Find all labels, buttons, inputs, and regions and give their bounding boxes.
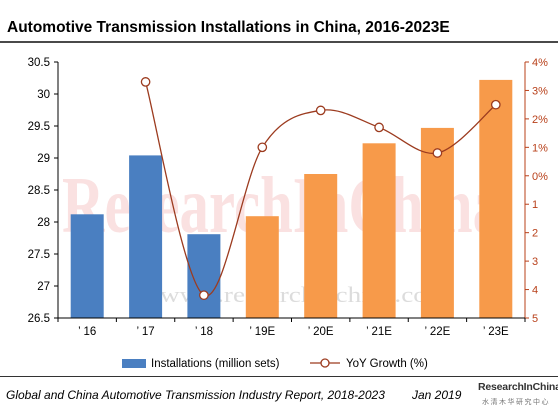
y-left-tick-label: 27 bbox=[37, 281, 50, 293]
growth-point bbox=[315, 105, 326, 116]
x-tick-label: ’ 21E bbox=[366, 326, 392, 338]
line-series bbox=[140, 77, 501, 301]
combo-chart: ResearchInChina www.researchinchina.com … bbox=[28, 57, 549, 370]
bar bbox=[362, 143, 396, 318]
y-left-tick-label: 26.5 bbox=[28, 313, 50, 325]
legend-label-installations: Installations (million sets) bbox=[151, 358, 280, 370]
legend-label-growth: YoY Growth (%) bbox=[346, 358, 428, 370]
y-left-tick-label: 30.5 bbox=[28, 57, 50, 69]
legend-swatch-growth-marker bbox=[320, 358, 330, 368]
footer-source: Global and China Automotive Transmission… bbox=[6, 388, 385, 402]
y-left-tick-label: 27.5 bbox=[28, 249, 50, 261]
bar bbox=[70, 214, 104, 318]
growth-point bbox=[374, 122, 384, 133]
logo-text: ResearchInChina bbox=[478, 381, 558, 393]
bar-series bbox=[70, 79, 513, 319]
legend: Installations (million sets) YoY Growth … bbox=[122, 358, 428, 370]
x-tick-label: ’ 18 bbox=[195, 326, 213, 338]
growth-line-path bbox=[144, 81, 497, 297]
researchinchina-logo: ResearchInChina 水清木华研究中心 bbox=[478, 381, 558, 415]
y-right-tick-label: 4% bbox=[532, 57, 548, 69]
y-right-tick-label: 4 bbox=[532, 285, 538, 297]
y-left-tick-label: 29.5 bbox=[28, 121, 50, 133]
growth-point bbox=[199, 290, 209, 301]
y-right-tick-label: 1% bbox=[532, 142, 548, 154]
x-tick-label: ’ 23E bbox=[483, 326, 509, 338]
axes: 26.5 27 27.5 28 28.5 29 29.5 30 30.5 4% 3% 2% 1% 0% 1 2… bbox=[28, 57, 549, 338]
y-right-tick-label: 2% bbox=[532, 114, 548, 126]
x-tick-label: ’ 22E bbox=[425, 326, 451, 338]
x-tick-label: ’ 19E bbox=[249, 326, 275, 338]
y-right-tick-label: 3 bbox=[532, 256, 538, 268]
y-right-tick-label: 3% bbox=[532, 85, 548, 97]
footer-date: Jan 2019 bbox=[412, 388, 462, 402]
y-left-tick-label: 30 bbox=[37, 89, 50, 101]
title-divider bbox=[0, 41, 558, 43]
footer-divider bbox=[0, 376, 558, 377]
y-left-tick-label: 28 bbox=[37, 217, 50, 229]
x-tick-label: ’ 17 bbox=[137, 326, 155, 338]
bar bbox=[420, 127, 454, 319]
x-tick-label: ’ 20E bbox=[308, 326, 334, 338]
growth-point bbox=[432, 148, 443, 158]
y-left-tick-label: 29 bbox=[37, 153, 50, 165]
y-right-tick-label: 5 bbox=[532, 313, 538, 325]
x-tick-label: ’ 16 bbox=[78, 326, 96, 338]
logo-subtext: 水清木华研究中心 bbox=[482, 399, 550, 406]
chart-title: Automotive Transmission Installations in… bbox=[7, 19, 450, 36]
bar bbox=[245, 216, 279, 318]
y-right-tick-label: 1 bbox=[532, 199, 538, 211]
growth-point bbox=[140, 77, 151, 87]
bar bbox=[304, 174, 338, 318]
y-left-tick-label: 28.5 bbox=[28, 185, 50, 197]
bar bbox=[129, 155, 163, 318]
legend-swatch-installations bbox=[122, 359, 146, 368]
growth-point bbox=[490, 99, 501, 110]
growth-point bbox=[257, 142, 268, 153]
y-right-tick-label: 2 bbox=[532, 228, 538, 240]
bar bbox=[479, 79, 513, 319]
y-right-tick-label: 0% bbox=[532, 171, 548, 183]
